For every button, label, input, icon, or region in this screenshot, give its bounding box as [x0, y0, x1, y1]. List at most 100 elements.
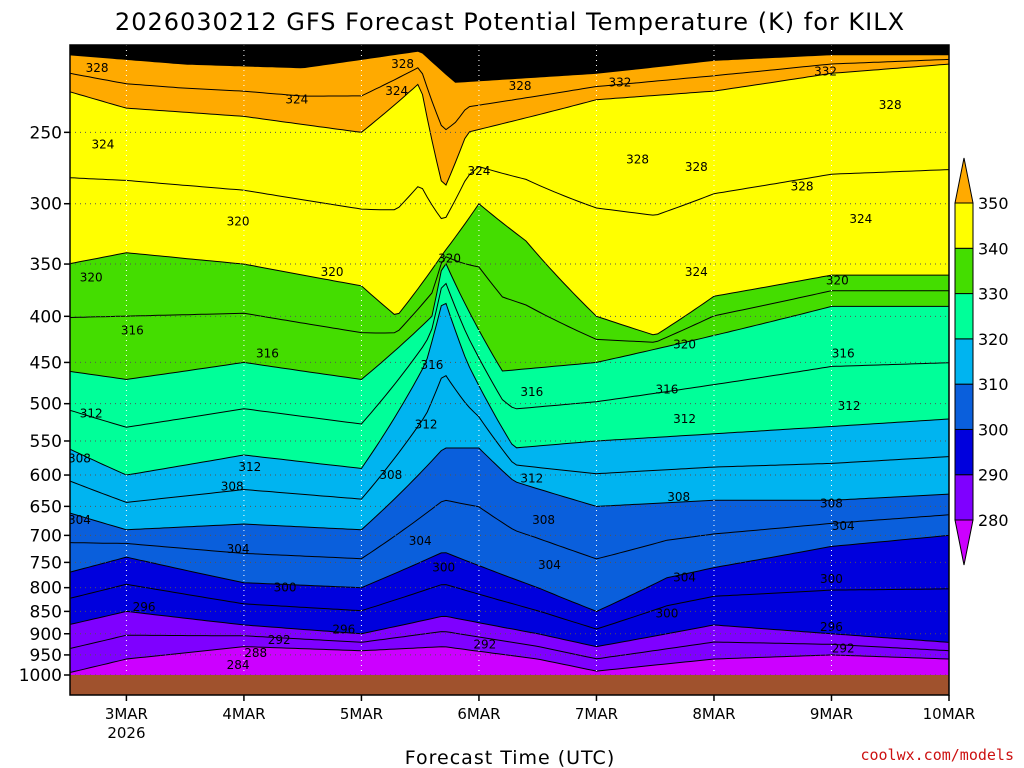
contour-label: 316	[832, 347, 855, 361]
y-tick-label: 500	[30, 395, 62, 415]
contour-label: 320	[80, 270, 103, 284]
y-tick-label: 600	[30, 466, 62, 486]
y-tick-label: 400	[30, 307, 62, 327]
contour-label: 308	[820, 496, 843, 510]
contour-label: 300	[820, 572, 843, 586]
contour-label: 328	[626, 153, 649, 167]
contour-label: 292	[268, 633, 291, 647]
colorbar-label: 310	[978, 375, 1009, 394]
contour-label: 312	[80, 407, 103, 421]
contour-label: 308	[221, 480, 244, 494]
contour-label: 296	[820, 620, 843, 634]
contour-line	[70, 50, 949, 83]
color-band	[70, 535, 949, 647]
chart-title: 2026030212 GFS Forecast Potential Temper…	[115, 8, 905, 36]
contour-line	[70, 499, 949, 560]
colorbar-segment	[954, 247, 974, 295]
contour-label: 328	[509, 79, 532, 93]
contour-label: 304	[68, 513, 91, 527]
colorbar-label: 290	[978, 466, 1009, 485]
y-tick-label: 950	[30, 646, 62, 666]
y-tick-label: 650	[30, 497, 62, 517]
contour-line	[70, 646, 949, 673]
contour-label: 316	[520, 385, 543, 399]
x-tick-label: 3MAR	[105, 705, 148, 723]
contour-label: 304	[673, 571, 696, 585]
contour-label: 300	[274, 581, 297, 595]
ground-strip	[70, 675, 949, 695]
contour-label: 332	[814, 64, 837, 78]
contour-label: 296	[332, 622, 355, 636]
x-tick-label: 5MAR	[340, 705, 383, 723]
x-tick-year: 2026	[107, 724, 145, 742]
contour-label: 328	[391, 57, 414, 71]
contour-line	[70, 256, 949, 343]
contour-label: 300	[432, 561, 455, 575]
colorbar-label: 340	[978, 239, 1009, 258]
contour-label: 312	[238, 460, 261, 474]
contour-line	[70, 202, 949, 336]
contour-label: 328	[879, 98, 902, 112]
colorbar-segment	[954, 338, 974, 385]
x-tick-label: 8MAR	[692, 705, 735, 723]
y-tick-label: 700	[30, 526, 62, 546]
color-band	[70, 263, 949, 475]
contour-label: 288	[244, 646, 267, 660]
contour-line	[70, 58, 949, 131]
contour-label: 308	[667, 490, 690, 504]
y-tick-label: 550	[30, 432, 62, 452]
colorbar-segment	[954, 293, 974, 340]
y-tick-label: 1000	[19, 666, 62, 686]
contour-label: 284	[227, 658, 250, 672]
contour-label: 328	[685, 160, 708, 174]
contour-label: 324	[467, 164, 490, 178]
contour-line	[70, 610, 949, 648]
colorbar-segment	[954, 474, 974, 521]
contour-label: 320	[673, 338, 696, 352]
contour-label: 320	[321, 265, 344, 279]
contour-label: 316	[656, 382, 679, 396]
contour-label: 324	[285, 93, 308, 107]
colorbar-label: 280	[978, 511, 1009, 530]
contour-label: 324	[849, 212, 872, 226]
contour-label: 328	[86, 61, 109, 75]
contour-line	[70, 583, 949, 630]
colorbar-min-arrow	[954, 519, 974, 566]
y-tick-label: 350	[30, 255, 62, 275]
contour-label: 324	[385, 84, 408, 98]
plot-area: 328 328 324 328 332 332 324 328 324 324 328 328 328 3…	[68, 45, 949, 675]
color-band	[70, 303, 949, 530]
contour-label: 320	[438, 251, 461, 265]
color-band	[70, 448, 949, 612]
x-tick-label: 4MAR	[222, 705, 265, 723]
contour-label: 324	[91, 138, 114, 152]
contour-label: 304	[409, 534, 432, 548]
colorbar-label: 350	[978, 194, 1009, 213]
color-band	[70, 646, 949, 675]
color-band	[70, 64, 949, 335]
contour-line	[70, 534, 949, 612]
x-tick-label: 10MAR	[923, 705, 976, 723]
contour-label: 308	[532, 513, 555, 527]
x-axis-label: Forecast Time (UTC)	[405, 747, 615, 768]
x-tick-label: 7MAR	[575, 705, 618, 723]
contour-label: 312	[415, 417, 438, 431]
colorbar-segment	[954, 428, 974, 476]
contour-label: 308	[68, 451, 91, 465]
contour-line	[70, 631, 949, 660]
colorbar-max-arrow	[954, 157, 974, 204]
colorbar-label: 300	[978, 420, 1009, 439]
y-tick-label: 850	[30, 602, 62, 622]
x-axis: 3MAR 4MAR 5MAR 6MAR 7MAR 8MAR 9MAR 10MAR 2026	[105, 695, 976, 742]
contour-label: 316	[420, 358, 443, 372]
y-tick-label: 750	[30, 553, 62, 573]
contour-label: 308	[379, 468, 402, 482]
contour-label: 316	[256, 347, 279, 361]
x-tick-label: 9MAR	[810, 705, 853, 723]
color-band	[70, 203, 949, 380]
contour-line	[70, 282, 949, 428]
contour-line	[70, 63, 949, 186]
contour-label: 300	[656, 607, 679, 621]
contour-label: 332	[609, 75, 632, 89]
